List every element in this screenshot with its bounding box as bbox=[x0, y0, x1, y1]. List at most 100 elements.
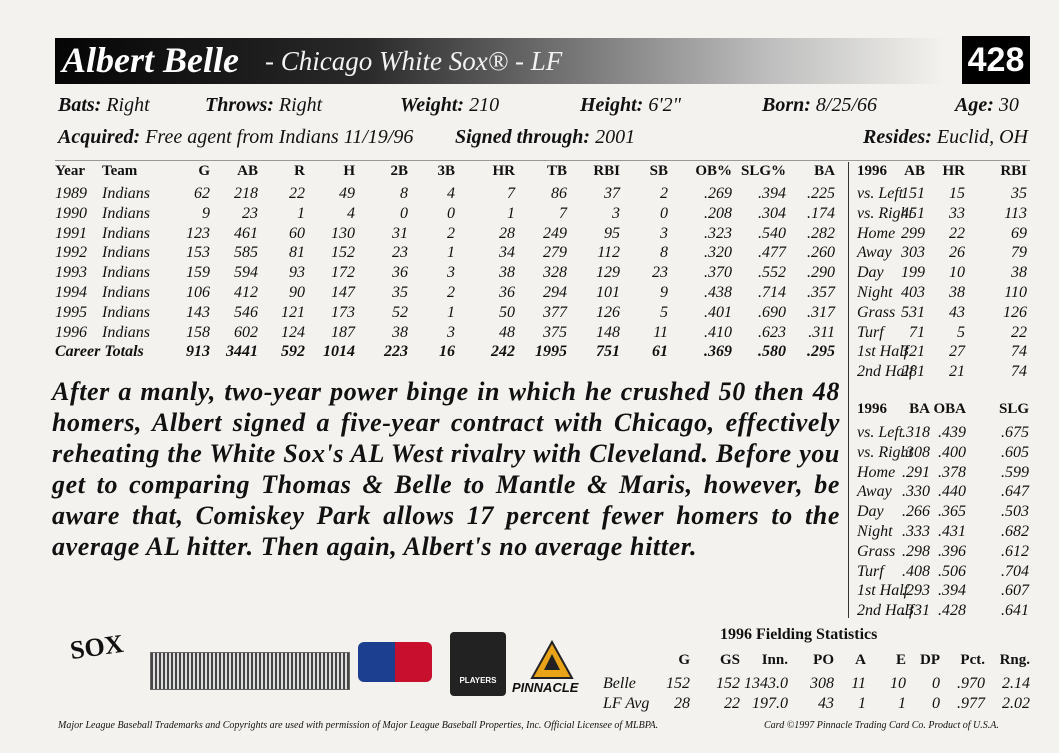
split-cell: .396 bbox=[938, 542, 966, 560]
stats-cell: Indians bbox=[102, 204, 150, 222]
split-cell: 79 bbox=[1011, 244, 1027, 262]
split-cell: 403 bbox=[901, 284, 925, 301]
split-cell: 451 bbox=[901, 204, 925, 222]
split-cell: 35 bbox=[1011, 185, 1027, 202]
bio-label: Bats: bbox=[58, 94, 102, 116]
stats-cell: 130 bbox=[331, 224, 355, 242]
split-header: OBA bbox=[933, 401, 966, 417]
stats-cell: 585 bbox=[234, 244, 258, 262]
stats-cell: 148 bbox=[596, 323, 620, 341]
bio-item: Resides: Euclid, OH bbox=[863, 126, 1028, 149]
stats-cell: 36 bbox=[499, 284, 515, 301]
stats-cell: 34 bbox=[499, 244, 515, 262]
split-cell: .599 bbox=[1001, 463, 1029, 481]
split-cell: 126 bbox=[1003, 303, 1027, 321]
stats-cell: 1996 bbox=[55, 323, 87, 341]
fielding-header: A bbox=[855, 652, 866, 668]
stats-cell: .401 bbox=[704, 303, 732, 321]
bio-label: Age: bbox=[955, 94, 994, 116]
card-number: 428 bbox=[962, 36, 1030, 84]
bio-value: Right bbox=[273, 94, 323, 116]
split-header: BA bbox=[909, 401, 930, 417]
split-cell: .641 bbox=[1001, 602, 1029, 620]
stats-cell: 4 bbox=[347, 204, 355, 222]
split-cell: Day bbox=[857, 503, 884, 521]
stats-cell: 147 bbox=[331, 284, 355, 301]
stats-cell: 0 bbox=[447, 204, 455, 222]
stats-header: H bbox=[343, 163, 355, 179]
stats-header: BA bbox=[814, 163, 835, 179]
team-logo: SOX bbox=[68, 628, 126, 666]
split-cell: .308 bbox=[902, 443, 930, 461]
fielding-header: Pct. bbox=[960, 652, 985, 668]
stats-cell: .269 bbox=[704, 185, 732, 202]
career-total-cell: .369 bbox=[704, 343, 732, 361]
stats-cell: 249 bbox=[543, 224, 567, 242]
stats-cell: 461 bbox=[234, 224, 258, 242]
stats-cell: .394 bbox=[758, 185, 786, 202]
stats-cell: 3 bbox=[660, 224, 668, 242]
stats-cell: 5 bbox=[660, 303, 668, 321]
stats-cell: 594 bbox=[234, 264, 258, 282]
stats-cell: Indians bbox=[102, 224, 150, 242]
stats-cell: 2 bbox=[447, 284, 455, 301]
stats-cell: .623 bbox=[758, 323, 786, 341]
bio-item: Age: 30 bbox=[955, 94, 1019, 117]
player-team: - Chicago White Sox® - LF bbox=[265, 46, 563, 76]
fielding-header: GS bbox=[719, 652, 740, 668]
split-cell: .291 bbox=[902, 463, 930, 481]
divider bbox=[848, 162, 849, 618]
split-cell: Away bbox=[857, 244, 892, 262]
stats-header: AB bbox=[237, 163, 258, 179]
stats-cell: .311 bbox=[808, 323, 835, 341]
stats-cell: 126 bbox=[596, 303, 620, 321]
split-cell: 15 bbox=[949, 185, 965, 202]
split-cell: 531 bbox=[901, 303, 925, 321]
stats-cell: 153 bbox=[186, 244, 210, 262]
stats-cell: 3 bbox=[447, 264, 455, 282]
split-cell: 281 bbox=[901, 363, 925, 381]
stats-header: Year bbox=[55, 163, 85, 179]
header-bar bbox=[55, 38, 945, 84]
stats-cell: 1 bbox=[507, 204, 515, 222]
stats-cell: 1991 bbox=[55, 224, 87, 242]
stats-cell: 95 bbox=[604, 224, 620, 242]
players-logo bbox=[450, 632, 506, 696]
stats-header: 3B bbox=[437, 163, 455, 179]
fielding-header: DP bbox=[920, 652, 940, 668]
split-header: SLG bbox=[998, 401, 1029, 417]
stats-cell: 1994 bbox=[55, 284, 87, 301]
fielding-cell: 152 bbox=[666, 675, 690, 692]
stats-cell: .714 bbox=[758, 284, 786, 301]
stats-cell: 9 bbox=[660, 284, 668, 301]
stats-cell: 31 bbox=[392, 224, 408, 242]
stats-cell: 412 bbox=[234, 284, 258, 301]
split-cell: Night bbox=[857, 523, 893, 540]
stats-cell: 22 bbox=[289, 185, 305, 202]
fielding-header: Rng. bbox=[999, 652, 1030, 668]
stats-header: Team bbox=[102, 163, 138, 179]
split-cell: .400 bbox=[938, 443, 966, 461]
split-cell: .607 bbox=[1001, 582, 1029, 600]
split-cell: Grass bbox=[857, 303, 896, 321]
stats-header: SLG% bbox=[740, 163, 786, 179]
split-cell: vs. Left bbox=[857, 185, 904, 202]
split-cell: 10 bbox=[949, 264, 965, 282]
stats-header: TB bbox=[546, 163, 567, 179]
split-cell: .506 bbox=[938, 562, 966, 580]
fielding-cell: 10 bbox=[890, 675, 906, 692]
split-cell: 1st Half bbox=[857, 582, 909, 600]
stats-cell: 3 bbox=[612, 204, 620, 222]
stats-cell: 1990 bbox=[55, 204, 87, 222]
career-total-cell: 913 bbox=[186, 343, 210, 361]
stats-cell: 86 bbox=[551, 185, 567, 202]
bio-item: Acquired: Free agent from Indians 11/19/… bbox=[58, 126, 413, 149]
split-cell: 21 bbox=[949, 363, 965, 381]
bio-value: Free agent from Indians 11/19/96 bbox=[140, 126, 414, 148]
stats-cell: 187 bbox=[331, 323, 355, 341]
split-header: HR bbox=[942, 163, 966, 179]
stats-cell: 62 bbox=[194, 185, 210, 202]
fielding-cell: 0 bbox=[932, 694, 940, 712]
stats-cell: .174 bbox=[807, 204, 835, 222]
stats-cell: 35 bbox=[392, 284, 408, 301]
